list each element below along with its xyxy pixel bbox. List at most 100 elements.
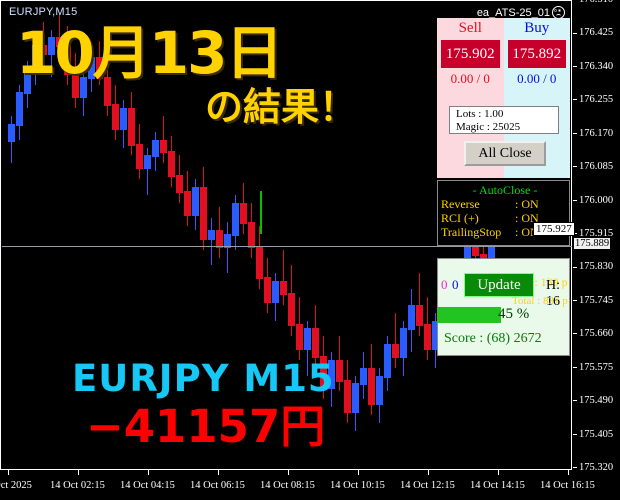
sell-price-button[interactable]: 175.902 — [441, 40, 500, 68]
candle — [272, 273, 279, 321]
buy-label: Buy — [524, 20, 550, 36]
symbol-label: EURJPY,M15 — [9, 6, 78, 18]
candle — [360, 352, 367, 400]
ea-name-text: ea_ATS-25_01 — [476, 6, 550, 19]
current-price-line — [2, 246, 572, 248]
candle-body — [96, 57, 103, 79]
count-magenta: 0 — [441, 277, 448, 292]
candle — [112, 84, 119, 140]
candle-body — [184, 190, 191, 217]
sell-column[interactable]: Sell 175.902 0.00 / 0 — [437, 18, 504, 178]
reverse-value: : ON — [515, 197, 539, 211]
time-axis[interactable]: 14 Oct 2025 14 Oct 02:15 14 Oct 04:15 14 Oc… — [0, 470, 620, 500]
candle-body — [360, 367, 367, 386]
candle-body — [40, 45, 47, 56]
price-tick-label: 176.425 — [573, 27, 620, 39]
candle — [320, 336, 327, 400]
candle-body — [80, 76, 87, 99]
candle — [416, 273, 423, 337]
candlestick-plot[interactable] — [2, 2, 572, 470]
candle-body — [416, 304, 423, 327]
trailingstop-key: TrailingStop — [441, 225, 502, 239]
autoclose-row-reverse[interactable]: Reverse : ON — [441, 197, 569, 211]
candle — [376, 367, 383, 423]
overlay-date-text: 10月13日 — [16, 19, 283, 87]
all-close-button[interactable]: All Close — [464, 141, 546, 166]
price-tick-label: 176.000 — [573, 195, 620, 207]
price-tick-label: 175.915 — [573, 228, 620, 240]
candle — [232, 194, 239, 250]
candle — [192, 178, 199, 231]
candle-body — [240, 202, 247, 225]
trade-panel[interactable]: Sell 175.902 0.00 / 0 Buy 175.892 0.00 /… — [437, 18, 570, 178]
candle-body — [48, 37, 55, 56]
time-tick-label: 14 Oct 02:15 — [50, 480, 105, 491]
candle-body — [72, 72, 79, 99]
candle — [248, 202, 255, 258]
update-button[interactable]: Update — [464, 273, 534, 297]
candle-body — [232, 202, 239, 237]
candle-body — [328, 359, 335, 390]
entry-marker — [260, 190, 262, 235]
candle-body — [224, 234, 231, 248]
candle-body — [200, 186, 207, 240]
candle — [384, 336, 391, 392]
time-tick-label: 14 Oct 06:15 — [190, 480, 245, 491]
time-tick-label: 14 Oct 12:15 — [400, 480, 455, 491]
reverse-key: Reverse — [441, 197, 480, 211]
candle-body — [320, 355, 327, 390]
candle-body — [400, 328, 407, 358]
trailingstop-value: : ON — [515, 225, 539, 239]
candle — [120, 100, 127, 148]
candle-body — [160, 139, 167, 154]
time-tick-mark — [8, 470, 9, 475]
candle-body — [24, 68, 31, 95]
candle-wick — [147, 147, 148, 195]
overlay-pair-text: EURJPY M15 — [72, 357, 335, 400]
candle — [280, 249, 287, 305]
info-panel[interactable]: 0 0 Profit : 139 p Update H: 16 Total : … — [437, 258, 570, 356]
candle — [368, 344, 375, 415]
autoclose-row-rci[interactable]: RCI (+) : ON — [441, 211, 569, 225]
candle — [304, 320, 311, 376]
overlay-result-text: −41157円 — [86, 400, 326, 453]
autoclose-row-trailingstop[interactable]: TrailingStop : ON — [441, 225, 569, 239]
price-axis[interactable]: 176.510 176.425 176.340 176.255 176.170 176.0… — [573, 0, 620, 473]
candle — [344, 359, 351, 423]
percent-label: 45 % — [498, 306, 530, 322]
candle-body — [256, 245, 263, 280]
candle — [224, 222, 231, 274]
candle-body — [64, 45, 71, 75]
candle — [296, 296, 303, 360]
candle-body — [104, 76, 111, 107]
price-tick-label: 175.320 — [573, 462, 620, 474]
candle — [328, 352, 335, 408]
time-tick-mark — [288, 470, 289, 475]
candle-body — [144, 155, 151, 170]
price-tick-label: 176.255 — [573, 94, 620, 106]
rci-key: RCI (+) — [441, 211, 479, 225]
candle-body — [312, 328, 319, 358]
total-label: Total : 837 p — [512, 295, 568, 307]
candle — [312, 304, 319, 368]
buy-price-button[interactable]: 175.892 — [507, 40, 566, 68]
candle-body — [392, 344, 399, 358]
candle — [88, 45, 95, 93]
price-tick-label: 175.490 — [573, 395, 620, 407]
candle-body — [112, 104, 119, 130]
autoclose-panel[interactable]: - AutoClose - Reverse : ON RCI (+) : ON … — [437, 180, 570, 246]
sell-label: Sell — [458, 20, 482, 36]
candle-body — [168, 151, 175, 178]
candle-body — [248, 222, 255, 248]
candle-body — [408, 304, 415, 331]
buy-lots-value: 0.00 / 0 — [517, 71, 557, 86]
candle — [168, 135, 175, 187]
time-tick-mark — [568, 470, 569, 475]
candle — [208, 218, 215, 266]
candle — [40, 21, 47, 69]
price-tick-label: 175.405 — [573, 429, 620, 441]
candle — [184, 171, 191, 227]
price-tick-label: 175.575 — [573, 362, 620, 374]
candle — [136, 123, 143, 179]
time-tick-mark — [498, 470, 499, 475]
